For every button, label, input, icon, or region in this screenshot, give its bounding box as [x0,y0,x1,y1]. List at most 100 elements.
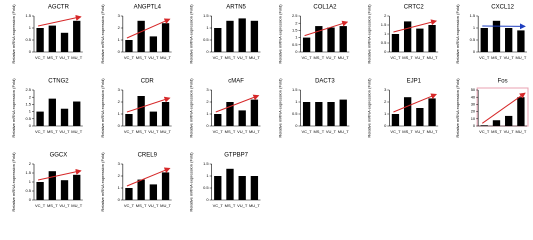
trend-arrow [126,167,171,187]
y-tick-label: 2 [206,99,209,104]
x-tick-label: MS_T [136,129,147,134]
y-tick-label: 0 [384,49,387,54]
panel-title: GTPBP7 [224,153,248,159]
bar [428,25,436,52]
panel: EJP1 Relative mRNA expression (Fold) 0 1 2 3 V… [366,78,439,138]
bar [505,115,513,126]
bar [391,34,400,52]
y-tick-label: 0.5 [292,111,298,116]
y-tick-label: 1 [118,185,121,190]
y-tick-label: 0.5 [203,37,209,42]
x-tick-label: MU_T [338,55,349,60]
x-tick-label: VC_T [35,55,46,60]
bar [315,102,323,126]
bar [161,102,170,126]
y-tick-label: 40 [471,94,476,99]
bar [226,20,234,52]
y-axis-label: Relative mRNA expression (Fold) [278,4,283,64]
x-tick-label: VC_T [390,55,401,60]
y-tick-label: 0 [118,197,121,202]
x-tick-label: VC_T [479,55,490,60]
x-tick-label: VU_T [415,55,426,60]
x-tick-label: MU_T [71,55,82,60]
y-tick-label: 1 [473,25,476,30]
bar [125,114,133,126]
x-tick-label: VC_T [479,129,490,134]
bar [505,28,513,52]
y-tick-label: 1 [206,173,209,178]
y-axis-label: Relative mRNA expression (Fold) [100,152,105,212]
y-axis-label: Relative mRNA expression (Fold) [366,78,371,138]
y-tick-label: 0 [295,123,298,128]
y-tick-label: 0.5 [25,37,31,42]
panel: DACT3 Relative mRNA expression (Fold) 0 0.5… [278,78,350,138]
x-tick-label: MU_T [249,55,260,60]
bar [161,172,170,200]
bar [416,108,424,126]
x-tick-label: VU_T [148,203,159,208]
bar [339,26,347,52]
bar [480,125,488,126]
panel-title: COL1A2 [313,5,337,11]
panel: COL1A2 Relative mRNA expression (Fold) 0 0.… [278,4,350,64]
bar [73,20,81,52]
bar [403,97,412,126]
bar [238,176,246,200]
trend-arrow [126,18,171,39]
bar [161,23,170,52]
y-tick-label: 3 [384,87,387,92]
bar [60,108,69,126]
y-tick-label: 0 [473,49,476,54]
bar [60,180,69,200]
y-axis-label: Relative mRNA expression (Fold) [278,78,283,138]
y-tick-label: 0 [473,123,476,128]
bar [492,120,501,126]
y-tick-label: 2 [295,20,298,25]
y-tick-label: 2 [118,173,121,178]
panel: GGCX Relative mRNA expression (Fold) 0 0.5 1… [11,152,83,212]
bar [428,98,436,126]
trend-arrow [37,14,82,27]
x-tick-label: VC_T [35,129,46,134]
y-tick-label: 3 [118,87,121,92]
panel: ARTN5 Relative mRNA expression (Fold) 0 0.5… [189,4,261,64]
y-axis-label: Relative mRNA expression (Fold) [11,4,16,64]
bar [327,27,335,52]
y-tick-label: 0 [118,123,121,128]
bar [73,174,81,200]
panel: CXCL12 Relative mRNA expression (Fold) 0 0.… [455,4,527,64]
x-tick-label: VC_T [124,203,135,208]
panel-title: GGCX [50,153,68,159]
y-tick-label: 1 [118,37,121,42]
y-axis-label: Relative mRNA expression (Fold) [455,78,460,138]
y-tick-label: 2 [29,94,32,99]
x-tick-label: MU_T [427,129,438,134]
x-tick-label: VC_T [213,203,224,208]
x-tick-label: VU_T [326,129,337,134]
y-tick-label: 0.5 [292,42,298,47]
x-tick-label: VC_T [35,203,46,208]
y-tick-label: 20 [471,109,476,114]
y-tick-label: 1 [295,99,298,104]
x-tick-label: MS_T [225,55,236,60]
y-tick-label: 2 [118,99,121,104]
bar [250,20,259,52]
x-tick-label: VC_T [390,129,401,134]
bar [226,168,234,200]
x-tick-label: VU_T [59,129,70,134]
y-axis-label: Relative mRNA expression (Fold) [455,4,460,64]
y-tick-label: 0 [29,197,32,202]
x-tick-label: VU_T [59,55,70,60]
y-axis-label: Relative mRNA expression (Fold) [366,4,371,64]
bar [339,99,347,126]
y-axis-label: Relative mRNA expression (Fold) [100,4,105,64]
y-tick-label: 1 [29,179,32,184]
bar [73,101,81,126]
y-tick-label: 1 [206,25,209,30]
panel-title: CREL9 [138,153,158,159]
bar [214,176,222,200]
x-tick-label: VC_T [301,55,312,60]
y-tick-label: 1 [384,31,387,36]
y-axis-label: Relative mRNA expression (Fold) [11,78,16,138]
panel-title: ANGPTL4 [134,5,162,11]
